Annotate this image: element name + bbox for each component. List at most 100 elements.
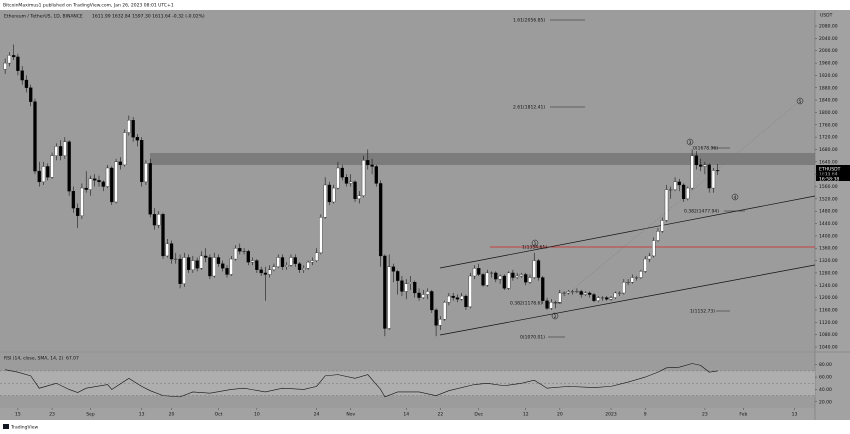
y-tick-label: 1680.00 bbox=[819, 147, 838, 153]
candle-body bbox=[310, 260, 314, 263]
candle-body bbox=[140, 140, 144, 183]
y-tick-label: 1160.00 bbox=[819, 307, 838, 313]
fib-label: 0.382(1477.94) bbox=[684, 209, 719, 215]
candle-body bbox=[374, 166, 378, 184]
candle-body bbox=[268, 269, 272, 275]
y-tick-label: 1600.00 bbox=[819, 172, 838, 178]
candle-body bbox=[408, 282, 413, 284]
candle-body bbox=[186, 257, 191, 270]
candle-body bbox=[327, 184, 332, 203]
candle-body bbox=[391, 266, 396, 272]
rsi-tick-label: 20.00 bbox=[819, 399, 832, 405]
candle-body bbox=[566, 291, 571, 294]
candle-body bbox=[669, 189, 673, 191]
candle-body bbox=[58, 146, 63, 156]
x-tick-label: Dec bbox=[474, 412, 483, 418]
y-tick-label: 2080.00 bbox=[819, 24, 838, 30]
candle-body bbox=[383, 255, 387, 329]
candle-body bbox=[421, 294, 425, 298]
candle-body bbox=[67, 141, 71, 192]
candle-body bbox=[165, 243, 169, 257]
x-tick-label: Feb bbox=[739, 412, 747, 418]
candle-body bbox=[677, 181, 681, 186]
candle-body bbox=[33, 101, 37, 172]
rsi-value: 67.07 bbox=[66, 356, 79, 362]
candle-body bbox=[225, 268, 229, 275]
x-tick-label: 15 bbox=[15, 412, 21, 418]
candle-body bbox=[707, 164, 711, 189]
candle-body bbox=[519, 274, 524, 277]
candle-body bbox=[515, 275, 519, 278]
wave-circle bbox=[531, 239, 539, 247]
candle-body bbox=[41, 166, 46, 183]
fib-label: 1(1354.61) bbox=[522, 245, 547, 251]
fib-label: 0(1070.01) bbox=[520, 335, 545, 341]
x-tick-label: 10 bbox=[254, 412, 260, 418]
candle-body bbox=[378, 183, 383, 257]
candle-body bbox=[664, 189, 669, 221]
symbol-title: Ethereum / TetherUS, 1D, BINANCE bbox=[4, 14, 83, 20]
candle-body bbox=[50, 155, 54, 178]
candle-body bbox=[157, 214, 161, 226]
candle-body bbox=[182, 257, 186, 284]
candle-body bbox=[400, 280, 404, 292]
rsi-tick-label: 80.00 bbox=[819, 362, 832, 368]
projection-line bbox=[559, 100, 801, 301]
candle-body bbox=[169, 243, 174, 260]
candle-body bbox=[114, 161, 118, 203]
candle-body bbox=[63, 141, 67, 156]
candle-body bbox=[600, 297, 605, 299]
candle-body bbox=[613, 292, 617, 298]
candle-body bbox=[101, 181, 105, 187]
candle-body bbox=[285, 265, 289, 267]
candle-body bbox=[558, 292, 562, 303]
candle-body bbox=[592, 294, 596, 301]
candle-body bbox=[289, 257, 293, 266]
candle-body bbox=[208, 257, 212, 277]
candle-body bbox=[370, 164, 374, 167]
wave-circle bbox=[731, 193, 739, 201]
wave-label: 5 bbox=[799, 99, 802, 105]
candle-body bbox=[630, 277, 635, 283]
x-tick-label: 23 bbox=[702, 412, 708, 418]
y-tick-label: 1720.00 bbox=[819, 135, 838, 141]
y-tick-label: 1080.00 bbox=[819, 332, 838, 338]
x-tick-label: 12 bbox=[523, 412, 529, 418]
y-tick-label: 1440.00 bbox=[819, 221, 838, 227]
candle-body bbox=[442, 302, 447, 320]
candle-body bbox=[323, 184, 327, 218]
candle-body bbox=[425, 291, 430, 295]
candle-body bbox=[596, 297, 600, 301]
candle-body bbox=[84, 187, 88, 190]
tv-logo bbox=[3, 424, 9, 429]
candle-body bbox=[314, 252, 319, 261]
candle-body bbox=[485, 272, 489, 286]
candle-body bbox=[634, 277, 639, 279]
y-tick-label: 1240.00 bbox=[819, 283, 838, 289]
candle-body bbox=[481, 274, 485, 286]
wave-label: 4 bbox=[734, 195, 737, 201]
candle-body bbox=[80, 187, 84, 216]
y-tick-label: 1520.00 bbox=[819, 196, 838, 202]
candle-body bbox=[93, 178, 97, 181]
candle-body bbox=[494, 272, 498, 280]
x-tick-label: 13 bbox=[139, 412, 145, 418]
candle-body bbox=[656, 231, 660, 241]
candle-body bbox=[477, 268, 481, 275]
candle-body bbox=[506, 272, 511, 289]
candle-body bbox=[161, 214, 165, 257]
x-tick-label: 14 bbox=[403, 412, 409, 418]
candle-body bbox=[652, 240, 656, 257]
candle-body bbox=[135, 136, 140, 141]
y-tick-label: 1120.00 bbox=[819, 320, 838, 326]
candle-body bbox=[242, 251, 246, 252]
channel-lower bbox=[439, 264, 816, 336]
fib-label: 0.382(1178.6) bbox=[510, 301, 542, 307]
candle-body bbox=[212, 257, 216, 277]
candle-body bbox=[297, 263, 302, 270]
candle-body bbox=[233, 248, 238, 260]
y-tick-label: 1760.00 bbox=[819, 122, 838, 128]
candle-body bbox=[20, 70, 24, 81]
ohlc-values: 1611.99 1632.84 1597.30 1611.64 -0.32 (-… bbox=[92, 14, 205, 20]
candle-body bbox=[617, 292, 622, 294]
